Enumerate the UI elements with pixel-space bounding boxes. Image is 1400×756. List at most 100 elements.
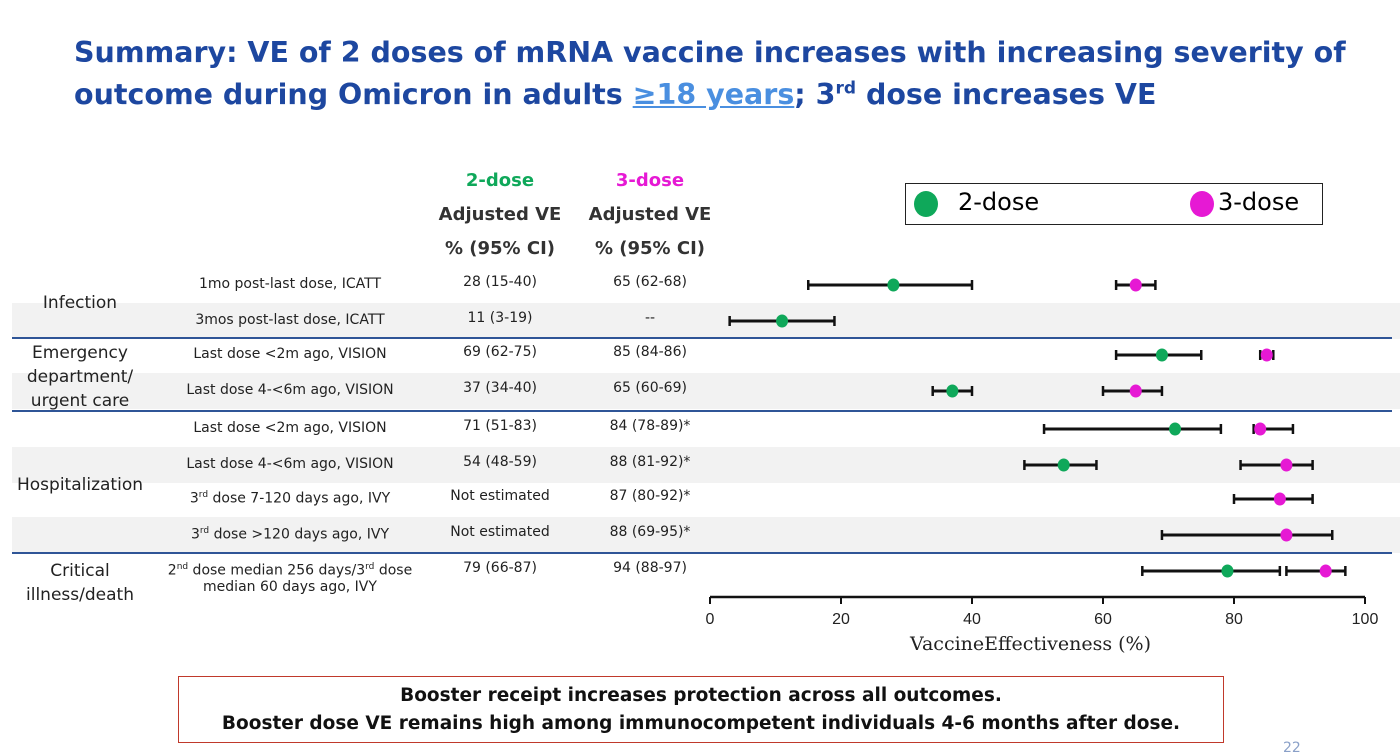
ve-2-dose: 28 (15-40) [463, 274, 537, 290]
x-tick-label: 0 [706, 611, 715, 628]
superscript: rd [835, 78, 857, 99]
title-text: dose increases VE [856, 78, 1157, 111]
ve-3-dose: 85 (84-86) [613, 344, 687, 360]
ve-2-dose: 54 (48-59) [463, 454, 537, 470]
category-infection: Infection [42, 293, 118, 313]
category-hospitalization: Hospitalization [17, 475, 143, 495]
row-description: 1mo post-last dose, ICATT [150, 276, 430, 292]
legend: 2-dose 3-dose [905, 183, 1323, 225]
takeaway-line-1: Booster receipt increases protection acr… [400, 685, 1002, 706]
point-3-dose [1129, 278, 1142, 292]
title-line-2: outcome during Omicron in adults ≥18 yea… [74, 74, 1374, 116]
row-description: Last dose <2m ago, VISION [150, 420, 430, 436]
point-2-dose [887, 278, 900, 292]
category-emergency: Emergency department/ urgent care [26, 343, 134, 411]
point-3-dose [1260, 348, 1273, 362]
ve-3-dose: 65 (62-68) [613, 274, 687, 290]
ve-3-dose: 88 (81-92)* [609, 454, 691, 470]
point-2-dose [1057, 458, 1070, 472]
row-shade [12, 303, 1400, 339]
row-description: Last dose 4-<6m ago, VISION [150, 456, 430, 472]
row-description: 2nd dose median 256 days/3rd dose median … [150, 562, 430, 595]
header-ci-2: % (95% CI) [444, 238, 555, 259]
age-link[interactable]: ≥18 years [632, 78, 795, 111]
page-number: 22 [1283, 740, 1301, 756]
ve-2-dose: 79 (66-87) [463, 560, 537, 576]
divider [12, 410, 1392, 412]
ve-2-dose: 37 (34-40) [463, 380, 537, 396]
ve-3-dose: -- [644, 310, 656, 326]
text: Last dose 4-<6m ago, VISION [186, 382, 394, 398]
point-3-dose [1280, 528, 1293, 542]
point-3-dose [1254, 422, 1267, 436]
text: median 60 days ago, IVY [203, 578, 377, 595]
x-tick-label: 20 [832, 611, 850, 628]
row-shade [12, 373, 1400, 409]
row-description: Last dose 4-<6m ago, VISION [150, 382, 430, 398]
point-3-dose [1319, 564, 1332, 578]
text: 3 [190, 526, 200, 543]
text: 3 [189, 490, 199, 507]
row-description: 3rd dose 7-120 days ago, IVY [150, 490, 430, 507]
row-shade [12, 447, 1400, 483]
header-2-dose: 2-dose [465, 170, 535, 191]
header-adjusted-ve-2: Adjusted VE [438, 204, 562, 225]
row-description: Last dose <2m ago, VISION [150, 346, 430, 362]
point-3-dose [1129, 384, 1142, 398]
slide-title: Summary: VE of 2 doses of mRNA vaccine i… [74, 32, 1374, 116]
ve-3-dose: 65 (60-69) [613, 380, 687, 396]
takeaway-box: Booster receipt increases protection acr… [178, 676, 1224, 743]
x-axis-label: VaccineEffectiveness (%) [910, 633, 1151, 655]
title-text: outcome during Omicron in adults [74, 78, 633, 111]
point-2-dose [1169, 422, 1182, 436]
text: Last dose <2m ago, VISION [193, 420, 387, 436]
ve-2-dose: 69 (62-75) [463, 344, 537, 360]
header-ci-3: % (95% CI) [594, 238, 705, 259]
text: dose median 256 days/3 [188, 562, 366, 579]
legend-2-dose-marker [914, 191, 938, 217]
superscript: rd [198, 490, 209, 500]
superscript: nd [176, 562, 189, 572]
legend-2-dose-label: 2-dose [958, 188, 1040, 216]
divider [12, 552, 1392, 554]
point-2-dose [946, 384, 959, 398]
text: 1mo post-last dose, ICATT [198, 276, 382, 292]
point-2-dose [1221, 564, 1234, 578]
divider [12, 337, 1392, 339]
point-3-dose [1280, 458, 1293, 472]
text: dose [374, 562, 413, 579]
ve-2-dose: 71 (51-83) [463, 418, 537, 434]
ve-3-dose: 88 (69-95)* [609, 524, 691, 540]
category-critical: Critical illness/death [26, 561, 134, 605]
x-tick-label: 80 [1225, 611, 1243, 628]
text: dose 7-120 days ago, IVY [208, 490, 391, 507]
point-2-dose [776, 314, 789, 328]
legend-3-dose-marker [1190, 191, 1214, 217]
text: dose >120 days ago, IVY [209, 526, 390, 543]
header-adjusted-ve-3: Adjusted VE [588, 204, 712, 225]
ve-3-dose: 84 (78-89)* [609, 418, 691, 434]
point-3-dose [1273, 492, 1286, 506]
header-3-dose: 3-dose [615, 170, 685, 191]
row-description: 3rd dose >120 days ago, IVY [150, 526, 430, 543]
text: Last dose 4-<6m ago, VISION [186, 456, 394, 472]
x-tick-label: 100 [1352, 611, 1379, 628]
takeaway-line-2: Booster dose VE remains high among immun… [221, 713, 1181, 734]
text: 2 [167, 562, 177, 579]
ve-2-dose: 11 (3-19) [467, 310, 533, 326]
title-line-1: Summary: VE of 2 doses of mRNA vaccine i… [74, 36, 1346, 69]
point-2-dose [1155, 348, 1168, 362]
ve-3-dose: 94 (88-97) [613, 560, 687, 576]
ve-2-dose: Not estimated [450, 524, 550, 540]
text: 3mos post-last dose, ICATT [195, 312, 385, 328]
superscript: rd [199, 526, 210, 536]
x-tick-label: 60 [1094, 611, 1112, 628]
title-text: ; 3 [794, 78, 836, 111]
legend-3-dose-label: 3-dose [1218, 188, 1300, 216]
x-tick-label: 40 [963, 611, 981, 628]
ve-2-dose: Not estimated [450, 488, 550, 504]
ve-3-dose: 87 (80-92)* [609, 488, 691, 504]
text: Last dose <2m ago, VISION [193, 346, 387, 362]
row-description: 3mos post-last dose, ICATT [150, 312, 430, 328]
